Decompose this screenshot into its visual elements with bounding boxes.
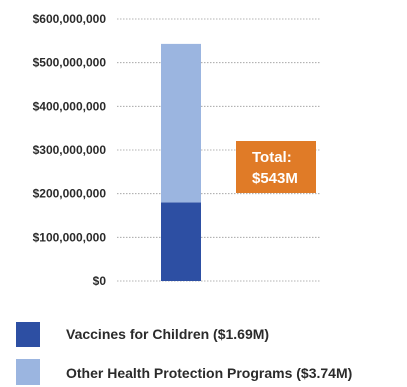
y-tick-label: $400,000,000 [33,99,107,113]
legend-label-vaccines: Vaccines for Children ($1.69M) [66,326,269,342]
y-tick-label: $300,000,000 [33,143,107,157]
y-tick-label: $0 [93,274,107,288]
bar-segment-other-programs [161,43,201,203]
total-annotation: Total: $543M [236,141,316,193]
legend-label-other-programs: Other Health Protection Programs ($3.74M… [66,365,352,381]
y-tick-label: $200,000,000 [33,187,107,201]
legend-swatch-vaccines [16,322,40,347]
total-annotation-box [236,141,316,193]
y-tick-label: $100,000,000 [33,230,107,244]
y-tick-label: $600,000,000 [33,12,107,26]
bars [161,43,201,281]
y-tick-label: $500,000,000 [33,56,107,70]
y-axis-tick-labels: $0 $100,000,000 $200,000,000 $300,000,000 $4… [33,12,107,288]
legend-swatch-other-programs [16,359,40,385]
legend: Vaccines for Children ($1.69M) Other Hea… [16,322,352,385]
bar-segment-vaccines [161,202,201,281]
total-annotation-line1: Total: [252,149,292,166]
total-annotation-line2: $543M [252,170,298,187]
